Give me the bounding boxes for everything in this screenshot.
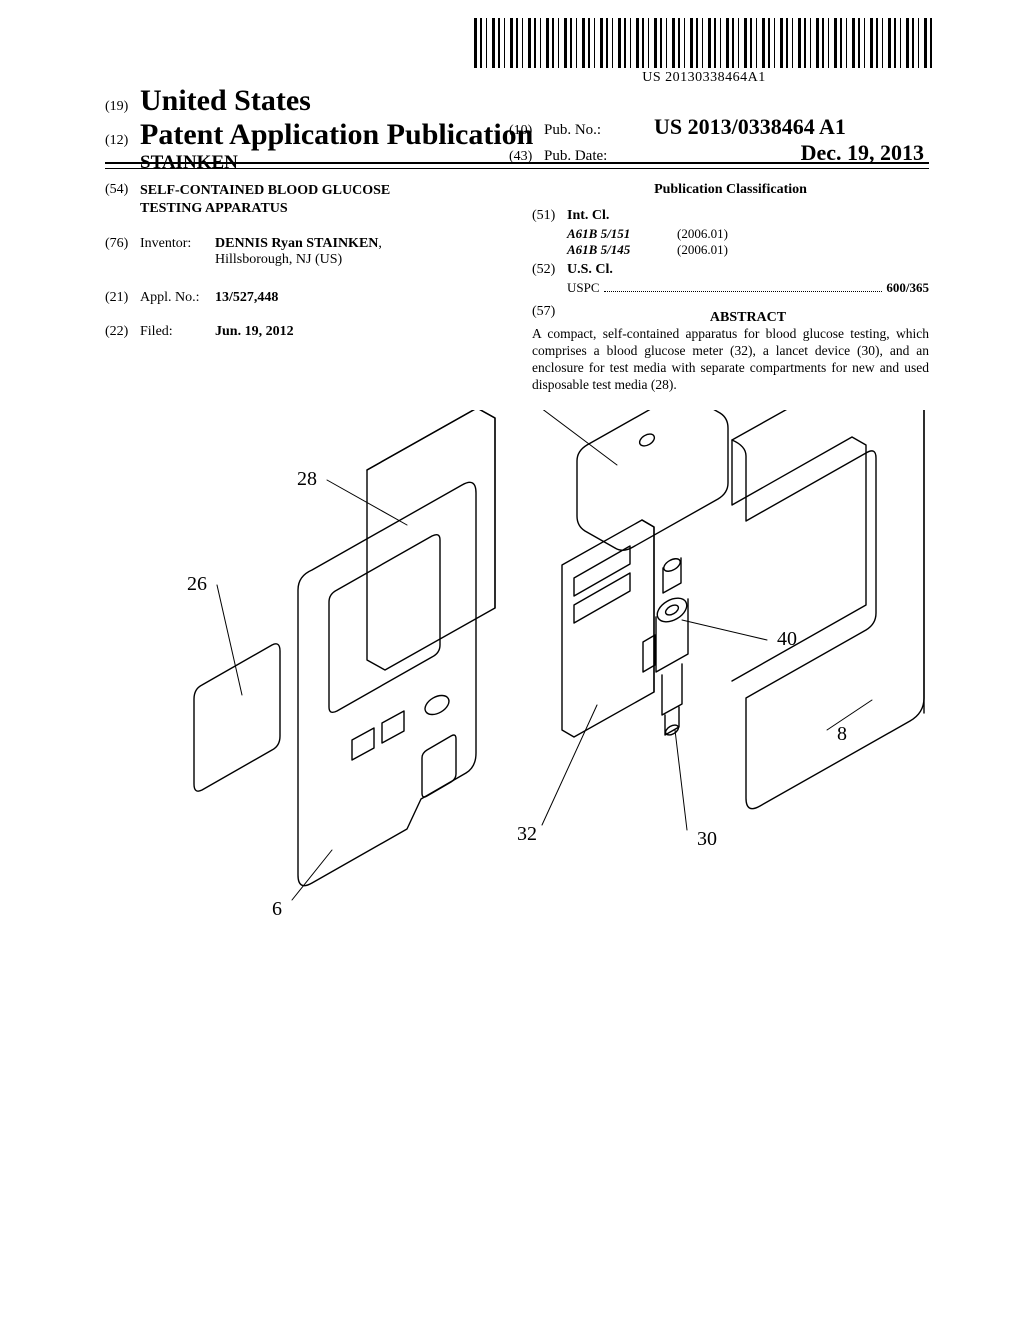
uscl-label: U.S. Cl.: [567, 262, 613, 278]
field-21-code: (21): [105, 290, 140, 306]
intcl-version: (2006.01): [677, 242, 728, 258]
field-52-code: (52): [532, 262, 567, 278]
inventor-name: DENNIS Ryan STAINKEN: [215, 236, 378, 251]
pubno-code: (10): [509, 123, 544, 139]
ref-label: 6: [272, 898, 282, 920]
ref-label: 18: [512, 410, 532, 415]
ref-label: 32: [517, 823, 537, 845]
inventor-value: DENNIS Ryan STAINKEN, Hillsborough, NJ (…: [215, 236, 502, 268]
abstract-text: A compact, self-contained apparatus for …: [532, 326, 929, 394]
pubno-value: US 2013/0338464 A1: [654, 114, 846, 140]
filed-label: Filed:: [140, 324, 215, 340]
intcl-row: A61B 5/145 (2006.01): [567, 242, 929, 258]
header-rule-thick: [105, 162, 929, 164]
leader-dots: [604, 291, 883, 292]
intcl-label: Int. Cl.: [567, 208, 609, 224]
ref-label: 40: [777, 628, 797, 650]
field-22-code: (22): [105, 324, 140, 340]
pubno-label: Pub. No.:: [544, 122, 654, 139]
filed-value: Jun. 19, 2012: [215, 324, 502, 340]
classification-header: Publication Classification: [532, 182, 929, 198]
inventor-label: Inventor:: [140, 236, 215, 268]
header-rule-thin: [105, 168, 929, 169]
header-right-column: (10) Pub. No.: US 2013/0338464 A1 (43) P…: [509, 114, 929, 166]
intcl-row: A61B 5/151 (2006.01): [567, 226, 929, 242]
country-code: (19): [105, 99, 140, 115]
field-76-code: (76): [105, 236, 140, 268]
ref-label: 28: [297, 468, 317, 490]
barcode: [474, 18, 934, 68]
country: United States: [140, 84, 311, 118]
field-51-code: (51): [532, 208, 567, 224]
abstract-header: ABSTRACT: [567, 310, 929, 326]
pub-type: Patent Application Publication: [140, 118, 533, 152]
bibliographic-section: (54) SELF-CONTAINED BLOOD GLUCOSE TESTIN…: [105, 182, 929, 394]
ref-label: 8: [837, 723, 847, 745]
field-54-code: (54): [105, 182, 140, 218]
ref-label: 26: [187, 573, 207, 595]
ref-label: 30: [697, 828, 717, 850]
uspc-value: 600/365: [886, 280, 929, 296]
uspc-label: USPC: [567, 280, 600, 296]
exploded-view-drawing: 18 28 26 40 8 32 30 6: [105, 410, 929, 970]
applno-label: Appl. No.:: [140, 290, 215, 306]
bib-right-column: Publication Classification (51) Int. Cl.…: [532, 182, 929, 394]
invention-title: SELF-CONTAINED BLOOD GLUCOSE TESTING APP…: [140, 182, 390, 218]
applno-value: 13/527,448: [215, 290, 502, 306]
pub-type-code: (12): [105, 133, 140, 149]
bib-left-column: (54) SELF-CONTAINED BLOOD GLUCOSE TESTIN…: [105, 182, 502, 394]
barcode-block: US 20130338464A1: [474, 18, 934, 86]
uspc-row: USPC 600/365: [567, 280, 929, 296]
intcl-code: A61B 5/151: [567, 226, 677, 242]
patent-figure: 18 28 26 40 8 32 30 6: [105, 410, 929, 970]
document-header: (19) United States (12) Patent Applicati…: [105, 84, 929, 174]
title-line-1: SELF-CONTAINED BLOOD GLUCOSE: [140, 183, 390, 198]
title-line-2: TESTING APPARATUS: [140, 201, 288, 216]
intcl-code: A61B 5/145: [567, 242, 677, 258]
field-57-code: (57): [532, 304, 567, 326]
inventor-address: Hillsborough, NJ (US): [215, 252, 342, 267]
intcl-version: (2006.01): [677, 226, 728, 242]
